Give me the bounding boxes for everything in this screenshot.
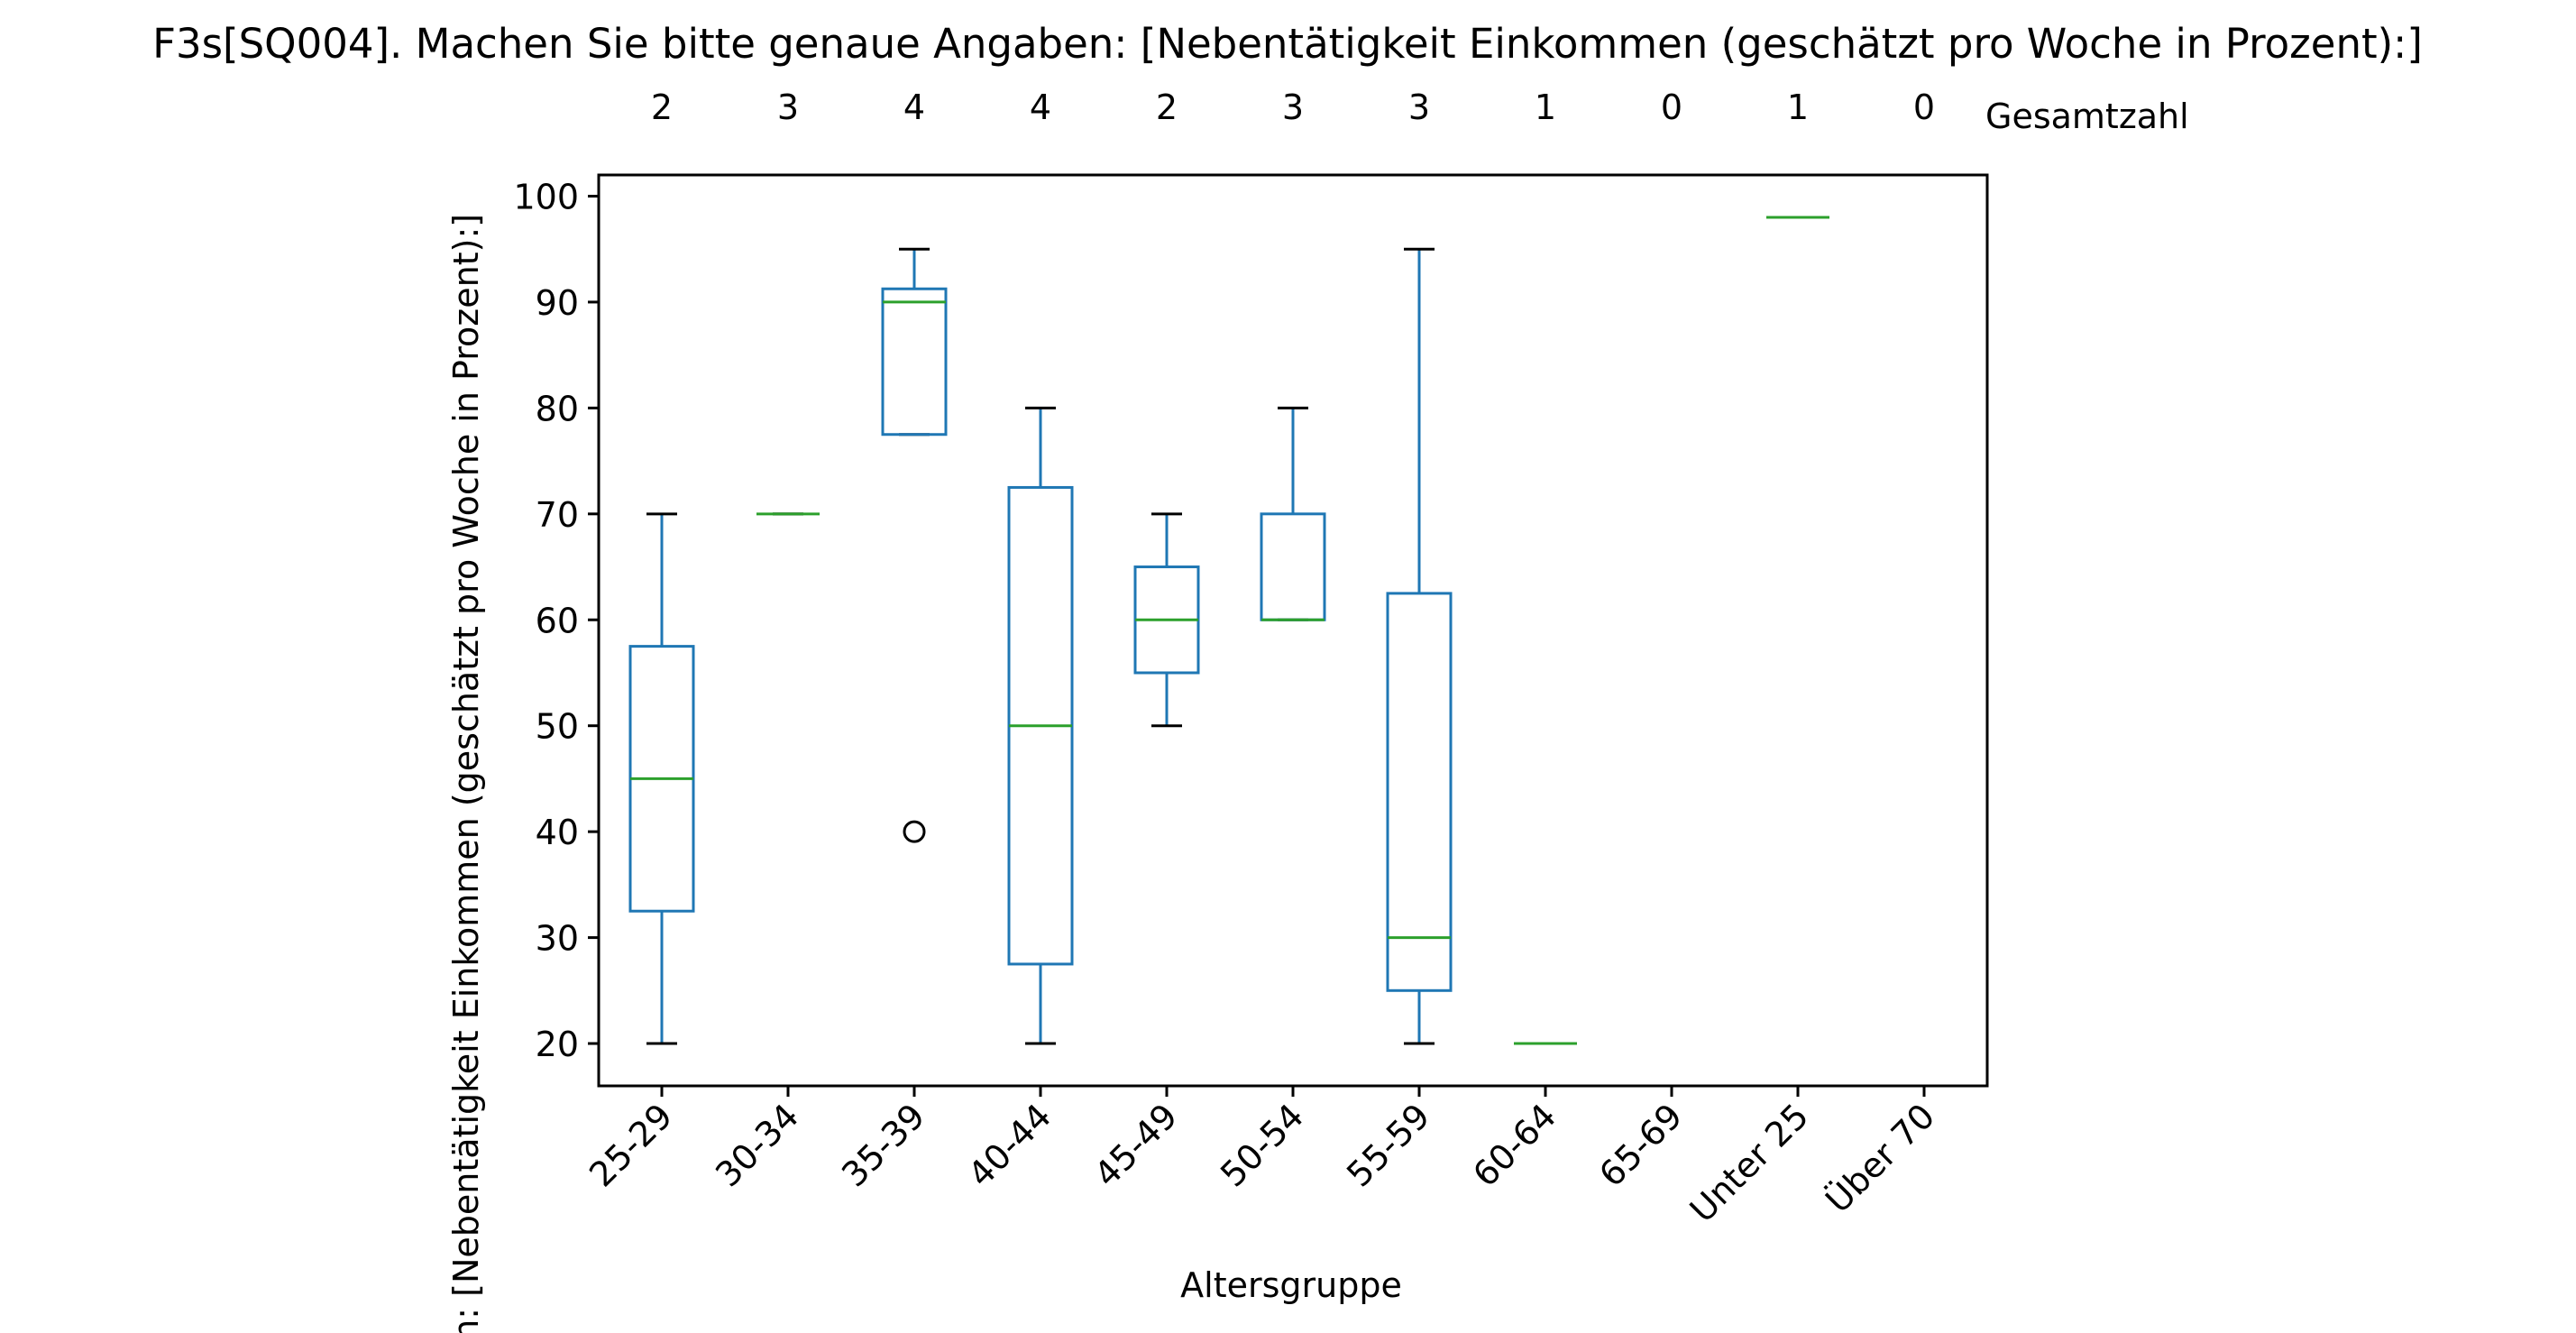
count-value: 3 — [1282, 87, 1304, 127]
box-group — [1386, 247, 1453, 1045]
x-tick-label: 35-39 — [834, 1096, 932, 1194]
box-iqr — [881, 287, 948, 437]
y-tick-label: 60 — [536, 601, 579, 640]
count-value: 2 — [1156, 87, 1178, 127]
count-label: Gesamtzahl — [1985, 97, 2189, 136]
box-group — [1260, 406, 1326, 621]
x-tick-label: 65-69 — [1591, 1096, 1690, 1194]
count-value: 2 — [651, 87, 673, 127]
plot-area — [599, 175, 1987, 1086]
x-tick-label: 45-49 — [1086, 1096, 1185, 1194]
y-tick-label: 70 — [536, 495, 579, 535]
x-tick-label: 30-34 — [708, 1096, 806, 1194]
count-value: 4 — [1030, 87, 1051, 127]
y-tick-label: 90 — [536, 283, 579, 323]
count-value: 4 — [903, 87, 925, 127]
box-group — [628, 512, 695, 1045]
x-axis: 25-29 30-34 35-39 40-44 45-49 50-54 55-59 60-64… — [582, 1086, 1942, 1230]
x-tick-label: 55-59 — [1339, 1096, 1437, 1194]
x-tick-label: 60-64 — [1465, 1096, 1563, 1194]
chart-title: F3s[SQ004]. Machen Sie bitte genaue Anga… — [152, 20, 2423, 68]
x-tick-label: 50-54 — [1213, 1096, 1311, 1194]
box-group — [1133, 512, 1200, 728]
y-tick-label: 30 — [536, 919, 579, 959]
outlier-point — [903, 820, 926, 843]
x-tick-label: Unter 25 — [1682, 1096, 1817, 1230]
y-tick-label: 40 — [536, 813, 579, 852]
y-axis: 20 30 40 50 60 70 80 90 100 — [513, 177, 599, 1064]
x-axis-label: Altersgruppe — [1180, 1265, 1402, 1305]
y-tick-label: 50 — [536, 707, 579, 747]
x-tick-label: 25-29 — [582, 1096, 680, 1194]
y-tick-label: 20 — [536, 1025, 579, 1064]
count-value: 1 — [1787, 87, 1809, 127]
count-value: 3 — [777, 87, 799, 127]
count-value: 0 — [1913, 87, 1935, 127]
count-value: 1 — [1535, 87, 1556, 127]
count-value: 3 — [1408, 87, 1430, 127]
box-iqr — [1386, 592, 1453, 992]
count-row: 2 3 4 4 2 3 3 1 0 1 0 — [651, 87, 1935, 127]
x-tick-label: 40-44 — [960, 1096, 1059, 1194]
y-axis-label-group: F3s[SQ004]. Machen Sie bitte genaue Anga… — [446, 214, 486, 1333]
count-value: 0 — [1661, 87, 1682, 127]
box-group — [881, 247, 948, 843]
x-tick-label: Über 70 — [1818, 1096, 1942, 1220]
plot-frame — [597, 173, 1989, 1088]
y-tick-label: 80 — [536, 389, 579, 428]
y-axis-label: F3s[SQ004]. Machen Sie bitte genaue Anga… — [446, 214, 486, 1333]
boxes-layer — [628, 216, 1829, 1045]
y-tick-label: 100 — [513, 177, 579, 216]
box-group — [1007, 406, 1074, 1045]
